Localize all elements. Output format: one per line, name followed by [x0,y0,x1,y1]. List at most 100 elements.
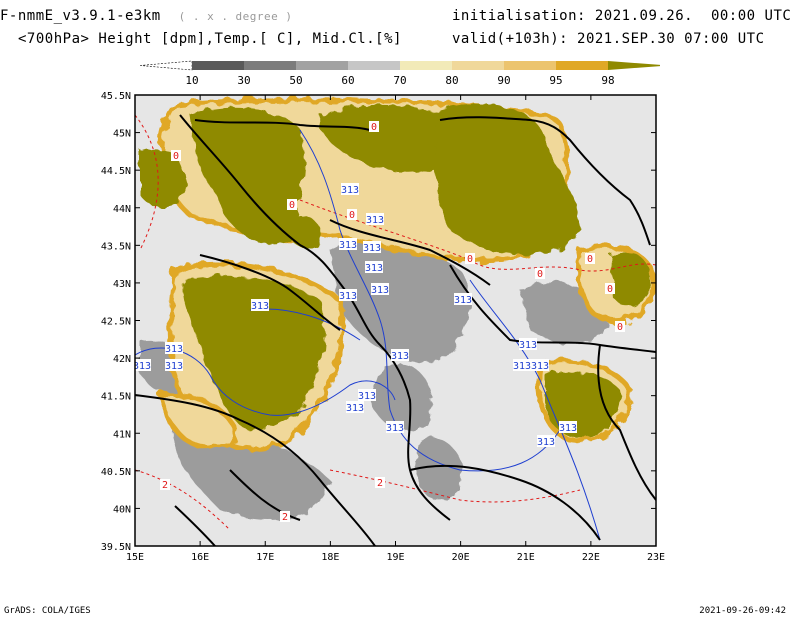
country-borders [135,114,656,546]
height-contour-label: 313 [165,361,183,372]
lon-label: 22E [582,552,600,563]
height-label-box [559,421,577,433]
lon-label: 17E [256,552,274,563]
temp-label-box [171,150,181,161]
lat-label: 42N [113,354,131,365]
lat-label: 42.5N [101,317,131,328]
height-contour-label: 313 [531,361,549,372]
valid-value: 2021.SEP.30 07:00 UTC [577,31,765,47]
height-label-box [363,241,381,253]
level-label: <700hPa> [18,31,90,47]
latitude-axis: 45.5N 45N 44.5N 44N 43.5N 43N 42.5N 42N 41.5N 41N… [101,91,656,553]
height-label-box [339,289,357,301]
lat-label: 39.5N [101,542,131,553]
height-contour-label: 313 [341,185,359,196]
height-contour-label: 313 [391,351,409,362]
temp-label-box [605,283,615,294]
valid-label: valid(+103h): [452,31,569,47]
chart-title: F-nmmE_v3.9.1-e3km ( . x . degree ) [0,8,293,24]
height-contour-label: 313 [133,361,151,372]
height-contour-label: 313 [358,391,376,402]
temp-label-box [160,479,170,490]
colorbar-tick-label: 80 [445,74,458,87]
footer-credit: GrADS: COLA/IGES [4,606,91,616]
height-label-box [135,359,151,371]
temp-label-box [535,268,545,279]
lat-label: 43.5N [101,241,131,252]
temp-label-box [585,253,595,264]
colorbar-tick-label: 60 [341,74,354,87]
lat-label: 45.5N [101,91,131,102]
temperature-contour-label: 0 [173,151,179,162]
height-contour-label: 313 [371,285,389,296]
height-label-box [386,421,404,433]
lon-label: 23E [647,552,665,563]
colorbar-swatch [452,61,504,70]
colorbar-swatch [504,61,556,70]
height-contour-label: 313 [346,403,364,414]
init-label: initialisation: [452,8,586,24]
height-label-box [339,238,357,250]
lat-label: 41.5N [101,392,131,403]
height-contour-label: 313 [363,243,381,254]
lon-label: 18E [321,552,339,563]
height-contour-label: 313 [165,344,183,355]
lat-label: 45N [113,129,131,140]
height-label-box [537,435,555,447]
colorbar-swatch [192,61,244,70]
init-value: 2021.09.26. 00:00 UTC [594,8,792,24]
height-contour-label: 313 [251,301,269,312]
dense-cloud-layer [140,104,652,439]
height-label-box [341,183,359,195]
valid-time: valid(+103h): 2021.SEP.30 07:00 UTC [452,31,765,47]
temperature-contour-label: 2 [162,480,168,491]
height-label-box [165,342,183,354]
height-contour-label: 313 [519,340,537,351]
temperature-contour-label: 0 [537,269,543,280]
colorbar: 10 30 50 60 70 80 90 95 98 [140,60,660,87]
colorbar-over-triangle [608,61,660,70]
lon-label: 21E [517,552,535,563]
height-label-box [371,283,389,295]
lat-label: 40N [113,504,131,515]
temperature-contour-label: 0 [289,200,295,211]
temperature-contour-labels: 0 0 0 0 0 0 0 0 0 2 2 2 [160,121,625,523]
temp-label-box [369,121,379,132]
height-label-box [513,359,531,371]
height-contour-label: 313 [386,423,404,434]
colorbar-tick-label: 98 [601,74,614,87]
lon-label: 19E [386,552,404,563]
model-name: F-nmmE_v3.9.1-e3km [0,8,161,24]
temperature-contour-label: 0 [607,284,613,295]
lat-label: 44.5N [101,166,131,177]
height-label-box [251,299,269,311]
footer-timestamp: 2021-09-26-09:42 [699,606,786,616]
colorbar-swatch [244,61,296,70]
height-contour-label: 313 [366,215,384,226]
colorbar-swatch [400,61,452,70]
height-contour-label: 313 [454,295,472,306]
temperature-contour-label: 0 [587,254,593,265]
height-contour-label: 313 [339,240,357,251]
colorbar-tick-label: 95 [549,74,562,87]
temperature-contour-label: 2 [377,478,383,489]
height-contour-label: 313 [513,361,531,372]
height-label-box [366,213,384,225]
height-label-box [391,349,409,361]
temperature-contours [135,114,656,531]
colorbar-swatch [348,61,400,70]
colorbar-tick-label: 90 [497,74,510,87]
height-contour-label: 313 [559,423,577,434]
height-label-box [358,389,376,401]
height-contour-label: 313 [537,437,555,448]
lon-label: 20E [452,552,470,563]
colorbar-tick-label: 50 [289,74,302,87]
lon-label: 15E [126,552,144,563]
height-label-box [165,359,183,371]
chart-subtitle: <700hPa> Height [dpm],Temp.[ C], Mid.Cl.… [18,31,402,47]
height-label-box [346,401,364,413]
height-label-box [531,359,549,371]
colorbar-tick-label: 10 [185,74,198,87]
lat-label: 44N [113,204,131,215]
colorbar-tick-label: 70 [393,74,406,87]
